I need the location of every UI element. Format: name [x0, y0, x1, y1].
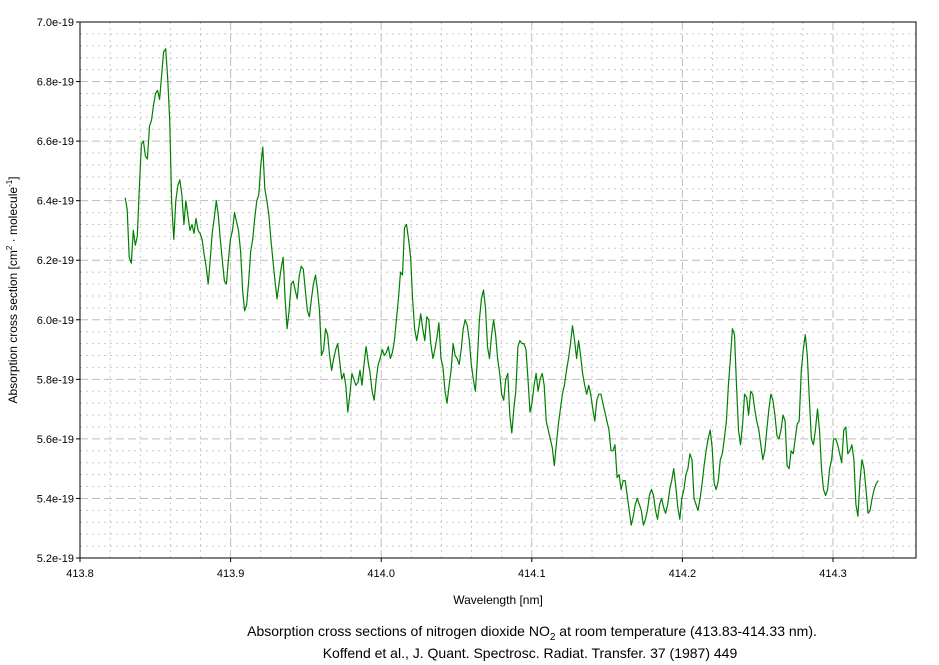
caption-1-post: at room temperature (413.83-414.33 nm).: [555, 623, 816, 639]
y-label-sup1: 2: [5, 245, 14, 250]
y-tick-label: 6.8e-19: [37, 77, 74, 89]
y-tick-label: 6.2e-19: [37, 255, 74, 267]
y-axis-label: Absorption cross section [cm2 · molecule…: [5, 176, 20, 403]
caption-line-2: Koffend et al., J. Quant. Spectrosc. Rad…: [323, 645, 738, 661]
caption-line-1: Absorption cross sections of nitrogen di…: [247, 623, 817, 643]
x-tick-label: 414.0: [367, 568, 395, 580]
y-label-post: ]: [6, 176, 20, 179]
y-label-mid: · molecule: [6, 187, 20, 246]
y-tick-label: 6.6e-19: [37, 136, 74, 148]
x-tick-label: 414.3: [819, 568, 847, 580]
y-tick-label: 5.8e-19: [37, 374, 74, 386]
data-series: [124, 48, 879, 526]
caption-1-sub: 2: [550, 632, 556, 643]
y-label-pre: Absorption cross section [cm: [6, 250, 20, 403]
x-axis-label: Wavelength [nm]: [453, 593, 543, 607]
grid: [79, 21, 916, 559]
x-tick-label: 413.8: [66, 568, 94, 580]
y-tick-label: 5.6e-19: [37, 434, 74, 446]
plot-frame: [79, 21, 917, 559]
y-tick-label: 6.4e-19: [37, 196, 74, 208]
y-tick-label: 5.2e-19: [37, 553, 74, 565]
x-tick-label: 414.1: [518, 568, 546, 580]
x-tick-label: 414.2: [669, 568, 697, 580]
y-tick-label: 5.4e-19: [37, 493, 74, 505]
y-tick-label: 6.0e-19: [37, 315, 74, 327]
caption-1-pre: Absorption cross sections of nitrogen di…: [247, 623, 550, 639]
x-axis: 413.8 413.9 414.0 414.1 414.2 414.3: [66, 558, 847, 580]
y-label-sup2: -1: [5, 179, 14, 187]
y-tick-label: 7.0e-19: [37, 17, 74, 29]
series-line: [124, 48, 879, 526]
y-axis: 5.2e-19 5.4e-19 5.6e-19 5.8e-19 6.0e-19 6.2e-…: [37, 17, 80, 565]
x-tick-label: 413.9: [217, 568, 245, 580]
